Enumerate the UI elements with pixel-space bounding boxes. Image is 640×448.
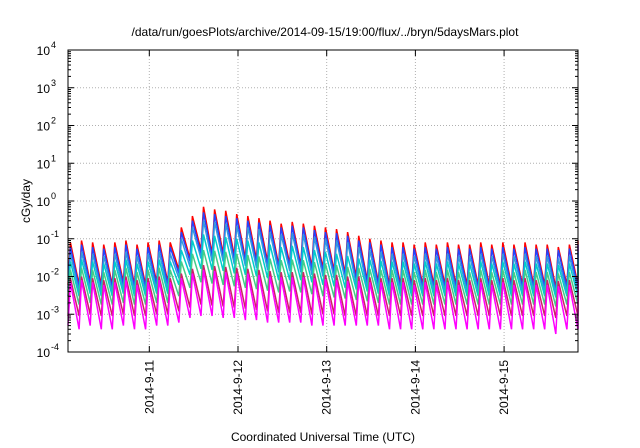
- x-tick-label: 2014-9-15: [497, 360, 511, 415]
- y-tick-label: 10: [37, 120, 51, 134]
- y-tick-label: 10: [37, 44, 51, 58]
- y-tick-label: 10: [37, 157, 51, 171]
- y-tick-exponent: -1: [51, 229, 59, 239]
- x-axis-label: Coordinated Universal Time (UTC): [231, 430, 415, 444]
- x-tick-label: 2014-9-13: [320, 360, 334, 415]
- y-tick-exponent: -3: [51, 304, 59, 314]
- y-tick-exponent: 0: [51, 191, 56, 201]
- y-tick-exponent: 4: [51, 40, 56, 50]
- y-tick-exponent: 3: [51, 78, 56, 88]
- y-tick-exponent: -4: [51, 342, 59, 352]
- y-tick-label: 10: [37, 233, 51, 247]
- x-tick-label: 2014-9-14: [408, 360, 422, 415]
- y-tick-label: 10: [37, 271, 51, 285]
- y-tick-label: 10: [37, 195, 51, 209]
- y-tick-label: 10: [37, 82, 51, 96]
- y-tick-exponent: 2: [51, 116, 56, 126]
- y-tick-exponent: 1: [51, 153, 56, 163]
- y-tick-label: 10: [37, 308, 51, 322]
- x-tick-label: 2014-9-12: [231, 360, 245, 415]
- y-tick-label: 10: [37, 346, 51, 360]
- y-axis-label: cGy/day: [19, 179, 33, 223]
- x-tick-label: 2014-9-11: [142, 360, 156, 414]
- chart-title: /data/run/goesPlots/archive/2014-09-15/1…: [132, 25, 520, 39]
- x-axis-ticks: 2014-9-11 2014-9-12 2014-9-13 2014-9-14 2014…: [142, 50, 511, 415]
- y-tick-exponent: -2: [51, 267, 59, 277]
